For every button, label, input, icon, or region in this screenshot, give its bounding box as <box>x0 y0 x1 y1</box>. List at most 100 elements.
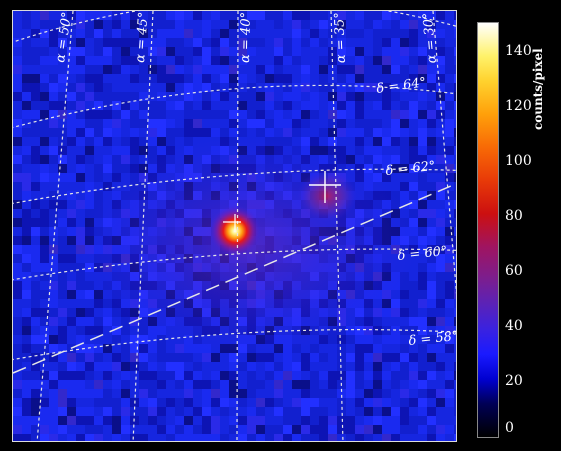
count-pixel <box>238 56 247 65</box>
count-pixel <box>103 92 112 101</box>
count-pixel <box>103 110 112 119</box>
count-pixel <box>445 227 454 236</box>
count-pixel <box>103 407 112 416</box>
count-pixel <box>58 317 67 326</box>
count-pixel <box>274 380 283 389</box>
count-pixel <box>211 110 220 119</box>
count-pixel <box>103 164 112 173</box>
count-pixel <box>40 290 49 299</box>
count-pixel <box>355 146 364 155</box>
count-pixel <box>373 335 382 344</box>
count-pixel <box>202 92 211 101</box>
count-pixel <box>247 425 256 434</box>
count-pixel <box>310 38 319 47</box>
count-pixel <box>130 128 139 137</box>
count-pixel <box>49 299 58 308</box>
count-pixel <box>301 434 310 441</box>
count-pixel <box>229 92 238 101</box>
count-pixel <box>13 353 22 362</box>
count-pixel <box>373 20 382 29</box>
count-pixel <box>391 389 400 398</box>
count-pixel <box>391 299 400 308</box>
count-pixel <box>256 110 265 119</box>
count-pixel <box>247 74 256 83</box>
count-pixel <box>436 407 445 416</box>
count-pixel <box>157 11 166 20</box>
count-pixel <box>373 326 382 335</box>
dec-line-64 <box>13 84 456 129</box>
count-pixel <box>418 335 427 344</box>
count-pixel <box>247 92 256 101</box>
count-pixel <box>391 74 400 83</box>
count-pixel <box>22 20 31 29</box>
colorbar-gradient <box>477 22 499 438</box>
count-pixel <box>112 65 121 74</box>
count-pixel <box>157 146 166 155</box>
count-pixel <box>400 128 409 137</box>
count-pixel <box>328 38 337 47</box>
count-pixel <box>346 92 355 101</box>
count-pixel <box>229 38 238 47</box>
count-pixel <box>148 65 157 74</box>
count-pixel <box>202 83 211 92</box>
count-pixel <box>76 263 85 272</box>
count-pixel <box>445 344 454 353</box>
count-pixel <box>139 434 148 441</box>
count-pixel <box>94 380 103 389</box>
count-pixel <box>31 92 40 101</box>
count-pixel <box>202 389 211 398</box>
count-pixel <box>58 20 67 29</box>
count-pixel <box>13 110 22 119</box>
count-pixel <box>229 29 238 38</box>
count-pixel <box>274 56 283 65</box>
count-pixel <box>355 47 364 56</box>
count-pixel <box>85 434 94 441</box>
count-pixel <box>445 38 454 47</box>
count-pixel <box>40 110 49 119</box>
count-pixel <box>337 83 346 92</box>
count-pixel <box>310 92 319 101</box>
count-pixel <box>22 155 31 164</box>
count-pixel <box>436 263 445 272</box>
count-pixel <box>121 74 130 83</box>
count-pixel <box>103 11 112 20</box>
count-pixel <box>409 173 418 182</box>
count-pixel <box>67 281 76 290</box>
count-pixel <box>337 389 346 398</box>
count-pixel <box>112 137 121 146</box>
count-pixel <box>292 83 301 92</box>
count-pixel <box>22 182 31 191</box>
count-pixel <box>400 335 409 344</box>
count-pixel <box>238 353 247 362</box>
count-pixel <box>445 110 454 119</box>
count-pixel <box>337 101 346 110</box>
count-pixel <box>382 335 391 344</box>
count-pixel <box>193 119 202 128</box>
count-pixel <box>148 344 157 353</box>
count-pixel <box>184 371 193 380</box>
count-pixel <box>22 128 31 137</box>
count-pixel <box>157 371 166 380</box>
count-pixel <box>364 38 373 47</box>
count-pixel <box>265 128 274 137</box>
count-pixel <box>85 344 94 353</box>
count-pixel <box>76 326 85 335</box>
count-pixel <box>211 119 220 128</box>
count-pixel <box>373 164 382 173</box>
count-pixel <box>184 110 193 119</box>
count-pixel <box>256 380 265 389</box>
count-pixel <box>13 137 22 146</box>
count-pixel <box>319 56 328 65</box>
count-pixel <box>58 380 67 389</box>
count-pixel <box>274 425 283 434</box>
count-pixel <box>328 389 337 398</box>
count-pixel <box>58 11 67 20</box>
count-pixel <box>454 101 456 110</box>
count-pixel <box>400 74 409 83</box>
count-pixel <box>355 38 364 47</box>
count-pixel <box>49 398 58 407</box>
count-pixel <box>409 434 418 441</box>
count-pixel <box>121 146 130 155</box>
count-pixel <box>373 398 382 407</box>
count-pixel <box>13 245 22 254</box>
